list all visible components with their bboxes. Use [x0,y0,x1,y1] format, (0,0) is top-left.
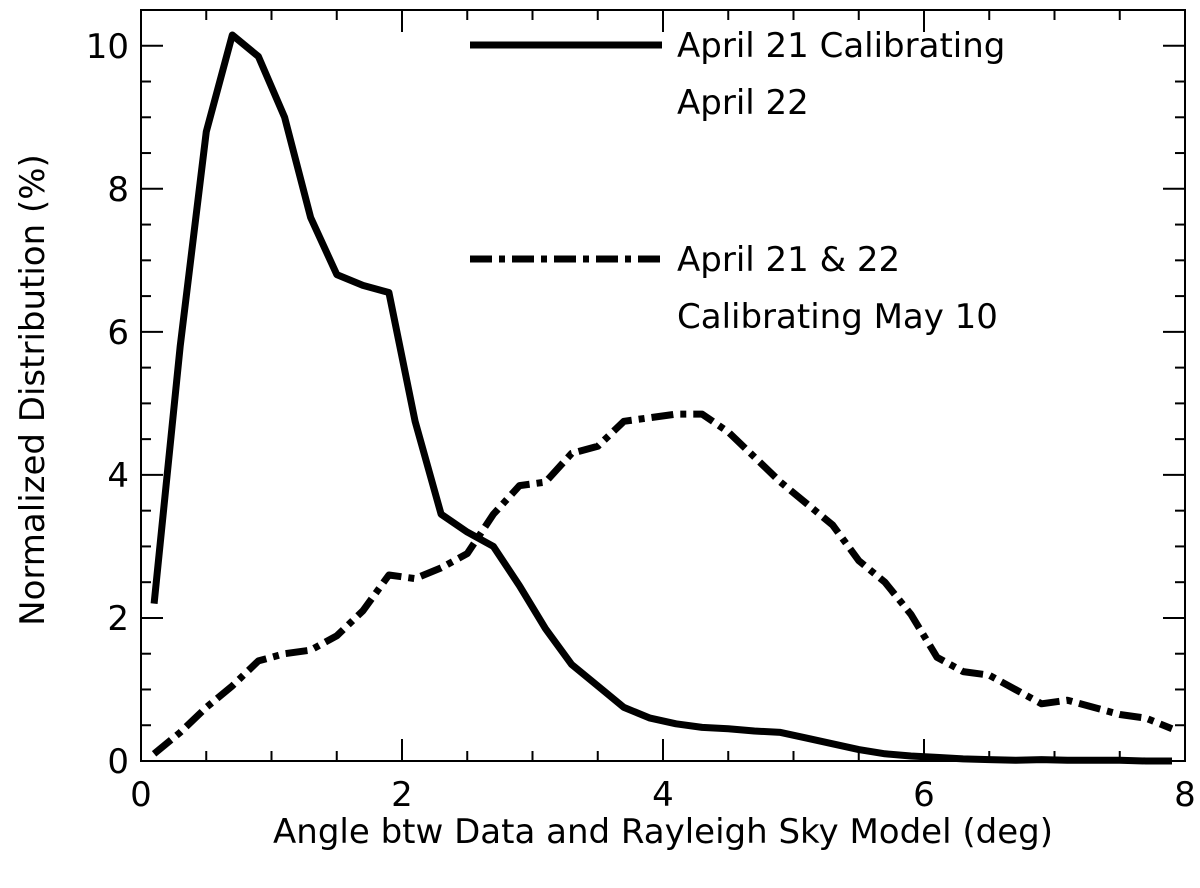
x-tick-label: 0 [130,775,152,815]
x-tick-label: 6 [913,775,935,815]
x-tick-label: 2 [391,775,413,815]
legend-label-series-1-line-2: April 22 [677,83,809,123]
series-line-1-solid [150,31,1172,765]
legend-label-series-1-line-1: April 21 Calibrating [677,26,1005,66]
legend: April 21 Calibrating April 22 April 21 &… [470,26,1005,337]
legend-label-series-2-line-1: April 21 & 22 [677,240,900,280]
y-tick-label: 10 [86,27,129,67]
y-tick-label: 4 [107,456,129,496]
legend-label-series-2-line-2: Calibrating May 10 [677,297,998,337]
x-axis-label: Angle btw Data and Rayleigh Sky Model (d… [273,812,1053,852]
y-tick-label: 8 [107,170,129,210]
y-axis-label: Normalized Distribution (%) [13,154,53,626]
x-tick-label: 4 [652,775,674,815]
y-tick-label: 0 [107,742,129,782]
axis-ticks: 0 2 4 6 8 0 2 4 6 8 10 [86,10,1196,815]
series-line-2-dash-dot [151,410,1174,757]
y-tick-label: 2 [107,599,129,639]
y-tick-label: 6 [107,313,129,353]
plot-frame [140,9,1186,762]
x-tick-label: 8 [1174,775,1196,815]
series-layer [150,31,1174,765]
